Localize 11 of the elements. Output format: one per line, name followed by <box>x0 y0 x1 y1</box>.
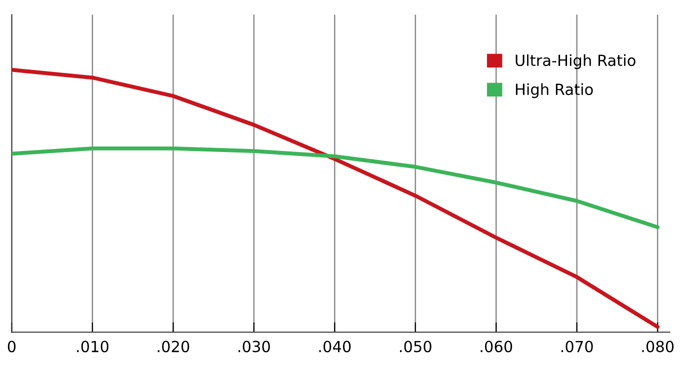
x-tick-label: .080 <box>642 340 674 352</box>
x-tick-label: .060 <box>480 340 512 352</box>
legend-label: High Ratio <box>516 83 593 98</box>
x-tick-label: 0 <box>8 340 16 352</box>
x-tick-label: .040 <box>319 340 351 352</box>
legend-label: Ultra-High Ratio <box>516 54 636 70</box>
x-tick-label: .070 <box>561 340 593 352</box>
x-tick-label: .020 <box>158 340 190 352</box>
x-tick-label: .010 <box>77 340 108 352</box>
x-tick-label: .050 <box>400 340 432 352</box>
x-tick-label: .030 <box>238 340 270 352</box>
